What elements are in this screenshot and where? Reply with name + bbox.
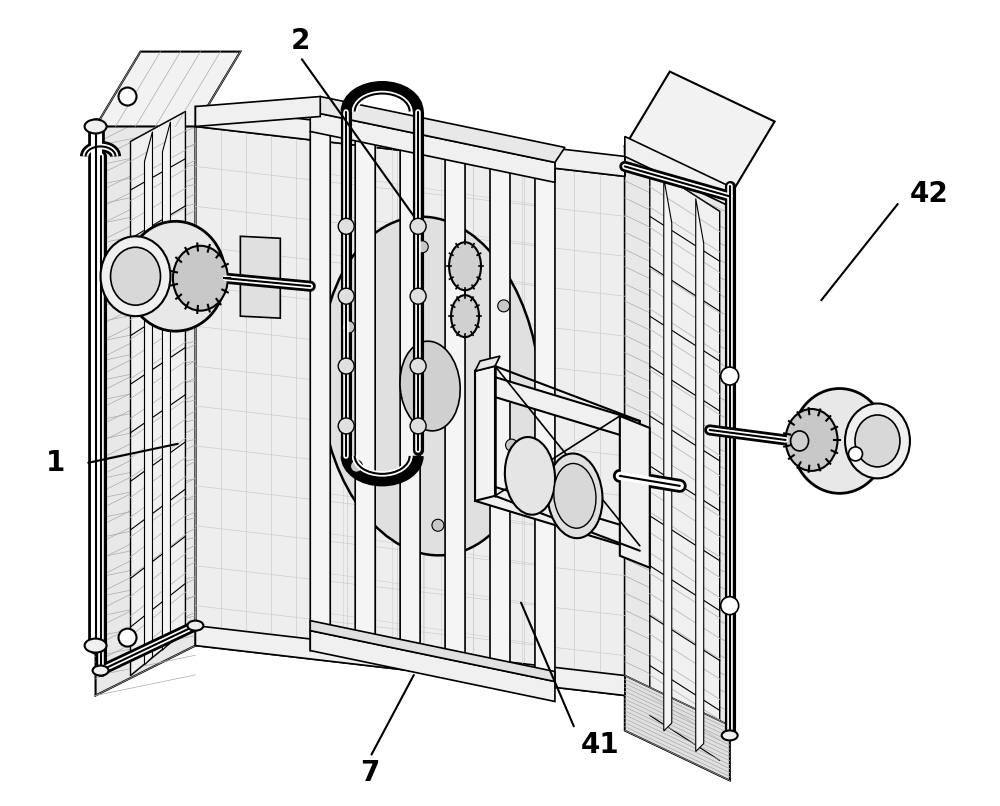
Circle shape (338, 358, 354, 374)
Ellipse shape (187, 621, 203, 630)
Polygon shape (620, 416, 650, 567)
Polygon shape (96, 52, 240, 127)
Polygon shape (195, 97, 320, 127)
Polygon shape (310, 111, 555, 182)
Polygon shape (625, 675, 730, 780)
Ellipse shape (320, 217, 541, 555)
Ellipse shape (451, 295, 479, 337)
Polygon shape (625, 136, 730, 206)
Text: 1: 1 (46, 450, 65, 477)
Polygon shape (696, 198, 704, 751)
Circle shape (498, 300, 510, 312)
Circle shape (721, 596, 739, 615)
Polygon shape (131, 111, 185, 675)
Circle shape (338, 289, 354, 304)
Polygon shape (475, 371, 640, 441)
Ellipse shape (173, 246, 228, 310)
Circle shape (343, 321, 355, 333)
Circle shape (432, 519, 444, 531)
Circle shape (416, 241, 428, 253)
Polygon shape (535, 163, 555, 687)
Circle shape (849, 447, 862, 461)
Polygon shape (195, 106, 625, 177)
Ellipse shape (722, 730, 738, 741)
Polygon shape (310, 621, 555, 682)
Polygon shape (310, 97, 565, 163)
Ellipse shape (101, 236, 170, 316)
Polygon shape (96, 77, 195, 696)
Circle shape (410, 289, 426, 304)
Text: 2: 2 (291, 27, 310, 55)
Polygon shape (355, 134, 375, 658)
Polygon shape (475, 481, 640, 550)
Polygon shape (162, 122, 170, 650)
Polygon shape (650, 166, 720, 760)
Polygon shape (475, 356, 500, 371)
Ellipse shape (786, 409, 838, 471)
Circle shape (350, 460, 362, 472)
Ellipse shape (85, 119, 107, 134)
Polygon shape (310, 127, 330, 650)
Ellipse shape (547, 454, 603, 538)
Polygon shape (144, 131, 152, 665)
Circle shape (119, 88, 137, 106)
Circle shape (410, 218, 426, 235)
Polygon shape (625, 72, 775, 197)
Polygon shape (490, 156, 510, 679)
Polygon shape (445, 148, 465, 672)
Text: 41: 41 (581, 731, 619, 759)
Text: 42: 42 (910, 180, 949, 208)
Polygon shape (475, 366, 495, 501)
Polygon shape (195, 127, 625, 696)
Circle shape (410, 358, 426, 374)
Ellipse shape (792, 388, 887, 493)
Polygon shape (400, 141, 420, 666)
Circle shape (506, 439, 518, 451)
Text: 7: 7 (360, 759, 380, 787)
Ellipse shape (449, 243, 481, 290)
Polygon shape (240, 236, 280, 318)
Circle shape (410, 418, 426, 434)
Ellipse shape (791, 431, 809, 451)
Polygon shape (195, 625, 625, 696)
Ellipse shape (85, 638, 107, 653)
Ellipse shape (126, 222, 225, 331)
Polygon shape (625, 147, 730, 780)
Ellipse shape (845, 404, 910, 479)
Circle shape (119, 629, 137, 646)
Circle shape (721, 367, 739, 385)
Ellipse shape (855, 415, 900, 467)
Ellipse shape (400, 341, 460, 431)
Ellipse shape (93, 666, 109, 675)
Circle shape (338, 218, 354, 235)
Ellipse shape (554, 463, 596, 528)
Ellipse shape (111, 247, 160, 305)
Polygon shape (310, 630, 555, 701)
Circle shape (338, 418, 354, 434)
Ellipse shape (505, 437, 555, 515)
Polygon shape (664, 178, 672, 731)
